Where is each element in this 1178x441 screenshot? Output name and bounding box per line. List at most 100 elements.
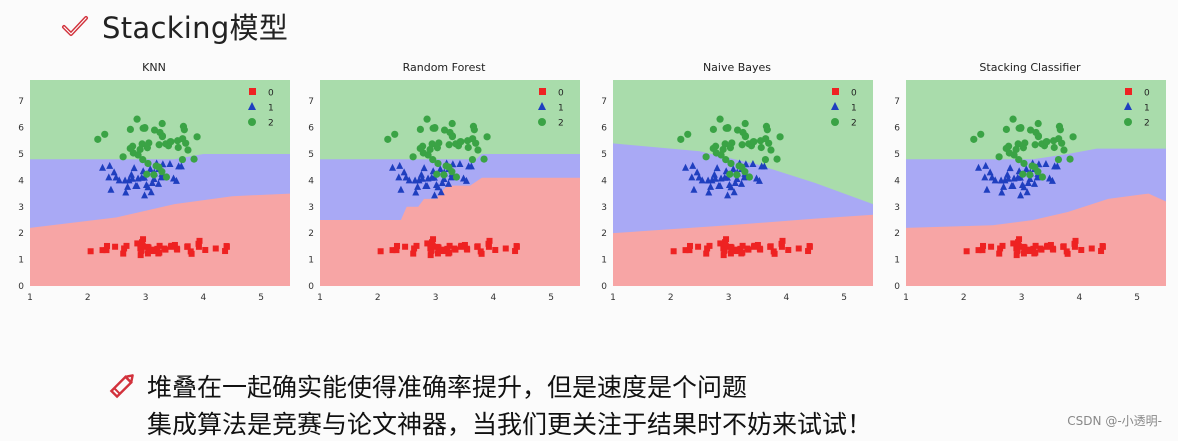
data-point-class-0 [435,244,442,251]
data-point-class-1 [982,161,990,169]
legend-marker-1 [248,102,256,110]
data-point-class-0 [452,246,459,253]
y-tick-label: 7 [308,97,314,107]
y-tick-label: 7 [894,97,900,107]
data-point-class-0 [195,243,202,250]
data-point-class-2 [1014,140,1022,148]
data-point-class-0 [1071,243,1078,250]
data-point-class-1 [695,173,703,181]
data-point-class-1 [749,159,757,167]
data-point-class-1 [693,168,701,176]
data-point-class-2 [429,156,437,164]
red-pencil-icon [109,374,134,399]
data-point-class-0 [785,246,792,253]
y-tick-label: 7 [601,97,607,107]
data-point-class-1 [1003,170,1011,178]
data-point-class-0 [727,250,734,257]
y-tick-label: 5 [894,150,900,160]
data-point-class-2 [1034,119,1042,128]
x-tick-label: 4 [490,293,496,303]
data-point-class-1 [705,188,713,196]
legend-label: 0 [558,89,564,99]
x-tick-label: 3 [1019,293,1025,303]
data-point-class-0 [1026,246,1033,253]
legend-label: 2 [268,119,274,129]
data-point-class-1 [981,173,989,181]
data-point-class-2 [1002,125,1010,133]
data-point-class-1 [417,170,425,178]
data-point-class-2 [474,146,482,154]
data-point-class-0 [134,240,141,247]
data-point-class-2 [152,162,160,170]
data-point-class-2 [416,144,424,153]
data-point-class-0 [979,242,986,249]
data-point-class-1 [1046,174,1054,182]
legend-marker-1 [831,102,839,110]
data-point-class-1 [713,164,721,172]
data-point-class-0 [458,242,465,249]
data-point-class-1 [724,191,732,199]
data-point-class-2 [448,119,456,128]
data-point-class-2 [738,141,746,149]
data-point-class-2 [101,130,109,138]
data-point-class-2 [442,162,450,170]
data-point-class-0 [686,242,693,249]
data-point-class-2 [119,153,127,161]
data-point-class-1 [1051,162,1059,170]
data-point-class-0 [1031,250,1038,257]
data-point-class-1 [983,185,991,193]
data-point-class-2 [139,156,147,164]
data-point-class-0 [695,243,702,250]
data-point-class-2 [150,126,159,134]
data-point-class-0 [1044,242,1051,249]
data-point-class-0 [156,242,163,249]
y-tick-label: 5 [18,150,24,160]
legend-label: 1 [1144,104,1150,114]
data-point-class-2 [763,126,771,134]
data-point-class-0 [1016,236,1023,243]
data-point-class-1 [730,188,738,196]
slide-header: Stacking模型 [60,6,288,46]
data-point-class-0 [979,247,986,254]
x-tick-label: 4 [1076,293,1082,303]
region-class-0 [320,177,580,286]
data-point-class-2 [726,144,735,152]
data-point-class-0 [174,246,181,253]
region-class-0 [906,193,1166,286]
data-point-class-0 [806,243,813,250]
data-point-class-2 [190,155,198,163]
legend-label: 2 [558,119,564,129]
data-point-class-0 [196,237,203,244]
data-point-class-1 [704,176,712,184]
data-point-class-0 [427,252,434,259]
red-check-icon [62,16,88,36]
data-point-class-0 [474,243,481,250]
data-point-class-2 [174,143,182,152]
data-point-class-2 [158,119,166,128]
y-tick-label: 4 [308,176,314,186]
y-tick-label: 0 [894,282,900,292]
data-point-class-0 [988,243,995,250]
data-point-class-0 [202,246,209,253]
data-point-class-1 [418,174,426,182]
data-point-class-2 [762,135,770,143]
data-point-class-0 [771,250,778,257]
data-point-class-1 [127,170,135,178]
data-point-class-1 [112,173,120,181]
data-point-class-0 [1021,244,1028,251]
data-point-class-2 [1055,135,1063,143]
data-point-class-1 [107,185,115,193]
y-tick-label: 4 [18,176,24,186]
data-point-class-0 [168,242,175,249]
data-point-class-0 [377,248,384,255]
x-tick-label: 3 [143,293,149,303]
legend-marker-2 [538,118,546,126]
data-point-class-1 [738,179,746,187]
data-point-class-0 [223,243,230,250]
data-point-class-1 [414,182,422,190]
legend-marker-0 [832,88,839,95]
data-point-class-2 [733,126,742,134]
y-tick-label: 6 [601,124,607,134]
data-point-class-1 [141,191,149,199]
data-point-class-0 [138,246,145,253]
